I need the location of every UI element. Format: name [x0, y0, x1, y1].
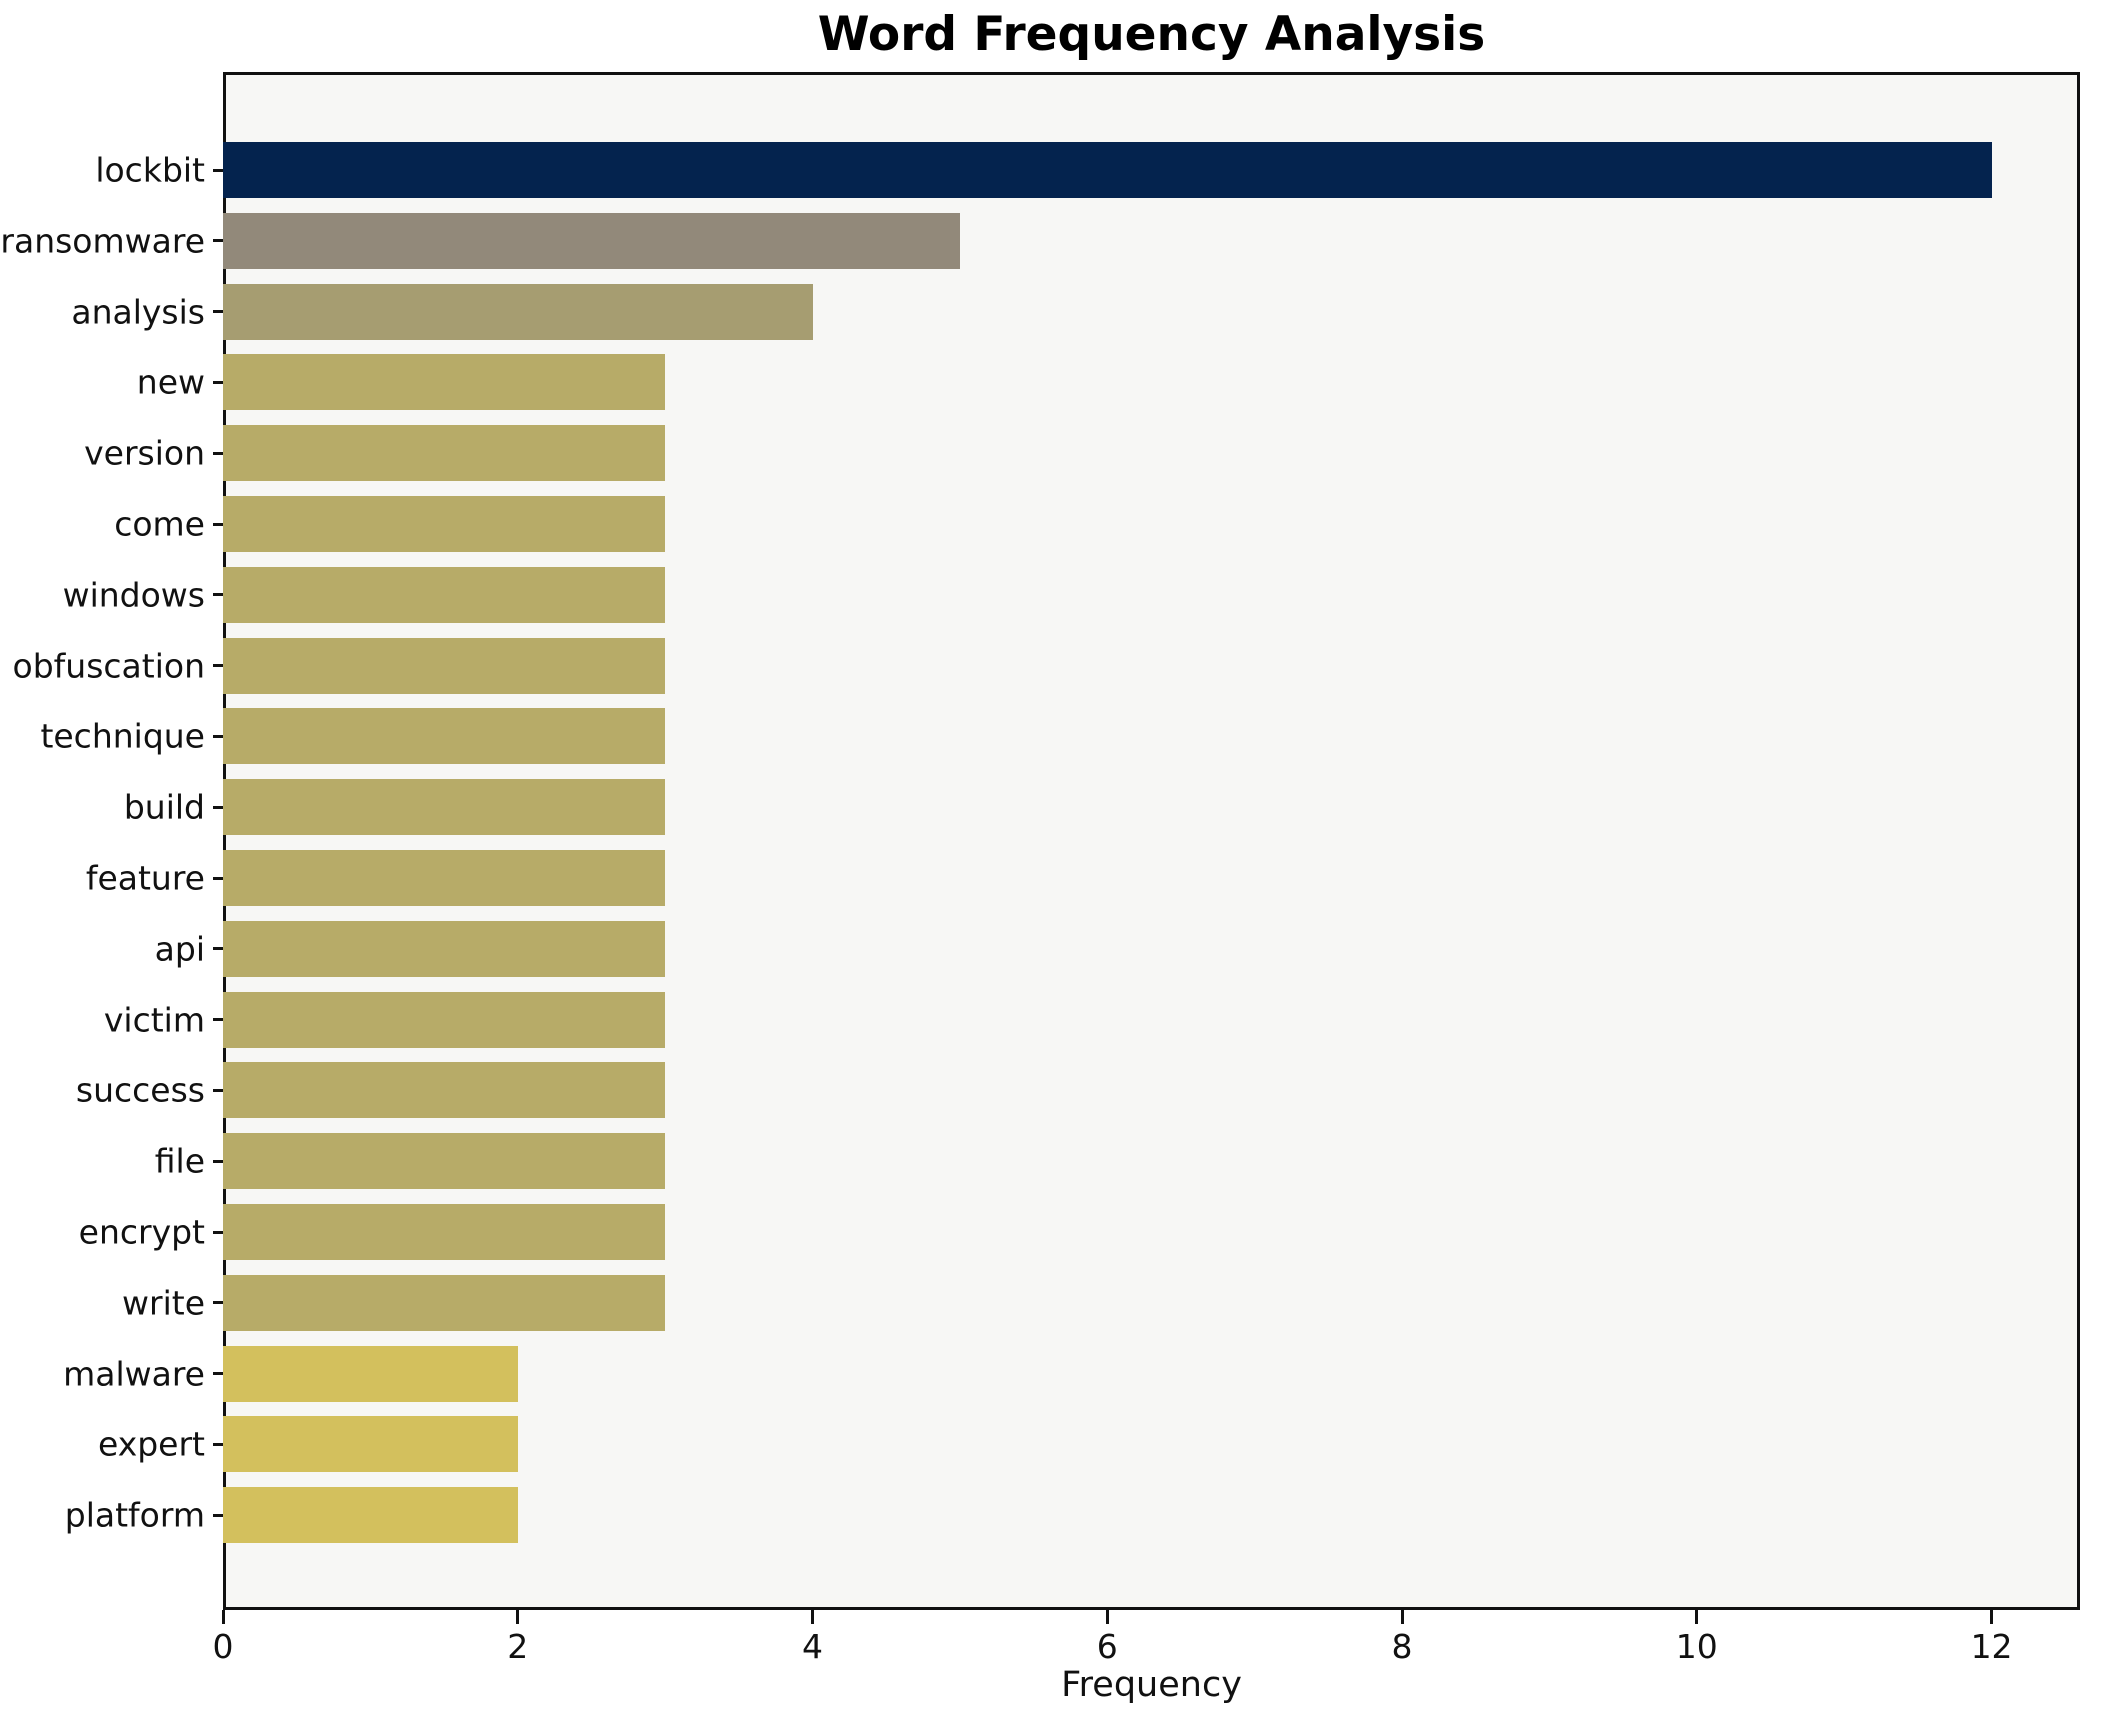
y-tick-mark — [213, 1442, 223, 1446]
bar-malware — [223, 1345, 518, 1402]
y-tick-label-analysis: analysis — [71, 292, 205, 332]
bar-obfuscation — [223, 637, 666, 694]
y-tick-label-expert: expert — [97, 1424, 205, 1464]
y-tick-label-technique: technique — [40, 716, 205, 756]
x-axis-title: Frequency — [1061, 1665, 1242, 1705]
bar-encrypt — [223, 1204, 666, 1260]
x-tick-mark — [1695, 1610, 1699, 1624]
bar-expert — [223, 1416, 518, 1473]
x-tick-label-12: 12 — [1970, 1627, 2013, 1666]
y-tick-mark — [213, 1018, 223, 1022]
y-tick-mark — [213, 876, 223, 880]
bar-technique — [223, 708, 666, 765]
y-tick-mark — [213, 310, 223, 314]
y-tick-mark — [213, 1088, 223, 1092]
bar-come — [223, 496, 666, 552]
x-tick-label-0: 0 — [212, 1627, 234, 1666]
y-tick-mark — [213, 664, 223, 668]
y-tick-mark — [213, 734, 223, 738]
y-tick-label-feature: feature — [85, 858, 205, 898]
y-tick-label-come: come — [114, 504, 205, 544]
bar-file — [223, 1133, 666, 1190]
y-tick-mark — [213, 1513, 223, 1517]
y-tick-mark — [213, 168, 223, 172]
x-tick-mark — [221, 1610, 225, 1624]
y-tick-mark — [213, 239, 223, 243]
x-tick-label-6: 6 — [1096, 1627, 1118, 1666]
y-tick-label-platform: platform — [64, 1495, 205, 1535]
y-tick-label-version: version — [84, 433, 205, 473]
y-tick-label-victim: victim — [103, 1000, 205, 1040]
bars-layer — [223, 72, 2080, 1610]
bar-victim — [223, 991, 666, 1048]
y-tick-mark — [213, 1372, 223, 1376]
x-tick-mark — [1990, 1610, 1994, 1624]
y-tick-label-file: file — [154, 1141, 205, 1181]
y-tick-label-obfuscation: obfuscation — [12, 646, 205, 686]
x-tick-mark — [811, 1610, 815, 1624]
y-tick-mark — [213, 380, 223, 384]
y-tick-label-write: write — [122, 1283, 205, 1323]
bar-new — [223, 354, 666, 411]
y-tick-label-api: api — [154, 929, 205, 969]
chart-title: Word Frequency Analysis — [817, 7, 1486, 62]
x-tick-mark — [1105, 1610, 1109, 1624]
y-tick-label-encrypt: encrypt — [78, 1212, 205, 1252]
bar-analysis — [223, 283, 813, 340]
x-tick-label-8: 8 — [1391, 1627, 1413, 1666]
y-tick-label-success: success — [75, 1070, 205, 1110]
y-tick-mark — [213, 522, 223, 526]
x-tick-label-2: 2 — [507, 1627, 529, 1666]
y-tick-mark — [213, 593, 223, 597]
y-tick-mark — [213, 451, 223, 455]
bar-windows — [223, 566, 666, 623]
y-tick-mark — [213, 1301, 223, 1305]
y-tick-label-build: build — [123, 787, 205, 827]
x-tick-mark — [1400, 1610, 1404, 1624]
y-tick-label-malware: malware — [63, 1354, 205, 1394]
y-tick-mark — [213, 947, 223, 951]
bar-write — [223, 1274, 666, 1331]
y-tick-mark — [213, 805, 223, 809]
x-tick-mark — [516, 1610, 520, 1624]
x-tick-label-10: 10 — [1675, 1627, 1718, 1666]
bar-lockbit — [223, 142, 1992, 198]
bar-success — [223, 1062, 666, 1119]
bar-version — [223, 425, 666, 482]
bar-api — [223, 920, 666, 977]
y-tick-mark — [213, 1159, 223, 1163]
bar-build — [223, 779, 666, 836]
y-tick-label-lockbit: lockbit — [95, 150, 205, 190]
y-tick-label-new: new — [136, 362, 205, 402]
y-tick-label-windows: windows — [62, 575, 205, 615]
bar-feature — [223, 850, 666, 906]
x-tick-label-4: 4 — [802, 1627, 824, 1666]
y-axis-labels: lockbit ransomware analysis new version come w… — [0, 72, 205, 1610]
y-tick-mark — [213, 1230, 223, 1234]
bar-ransomware — [223, 212, 960, 269]
y-tick-label-ransomware: ransomware — [0, 221, 205, 261]
bar-platform — [223, 1487, 518, 1544]
